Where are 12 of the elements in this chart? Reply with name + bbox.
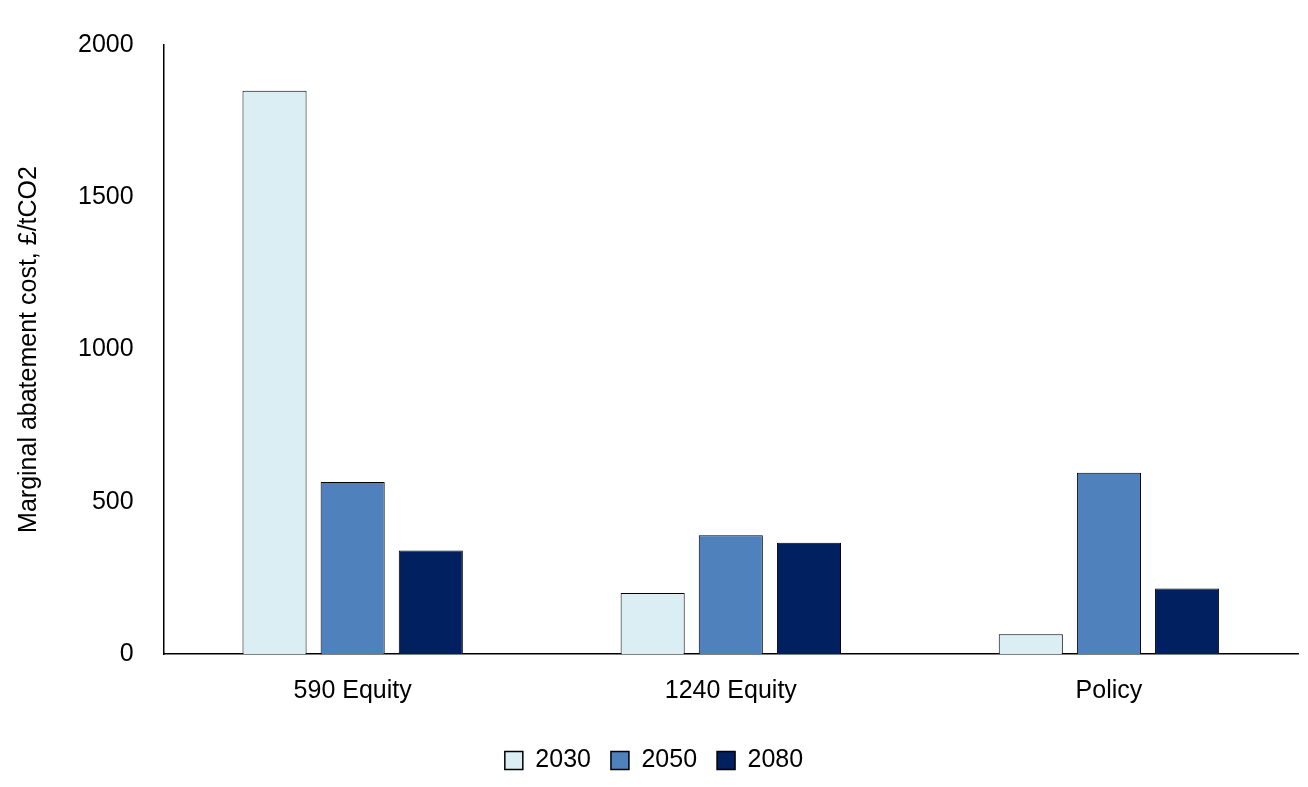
y-tick-label: 2000 <box>77 28 134 57</box>
x-tick-label: Policy <box>1075 674 1143 703</box>
y-tick-label: 0 <box>119 637 134 666</box>
y-tick-label: 1500 <box>77 181 134 210</box>
y-tick-label: 500 <box>91 485 134 514</box>
legend-label: 2080 <box>747 744 804 773</box>
y-tick-label: 1000 <box>77 333 134 362</box>
x-tick-label: 590 Equity <box>293 674 413 703</box>
legend-label: 2030 <box>535 744 591 773</box>
y-axis-title: Marginal abatement cost, £/tCO2 <box>12 166 41 533</box>
legend-label: 2050 <box>641 744 698 773</box>
x-tick-label: 1240 Equity <box>664 674 798 703</box>
